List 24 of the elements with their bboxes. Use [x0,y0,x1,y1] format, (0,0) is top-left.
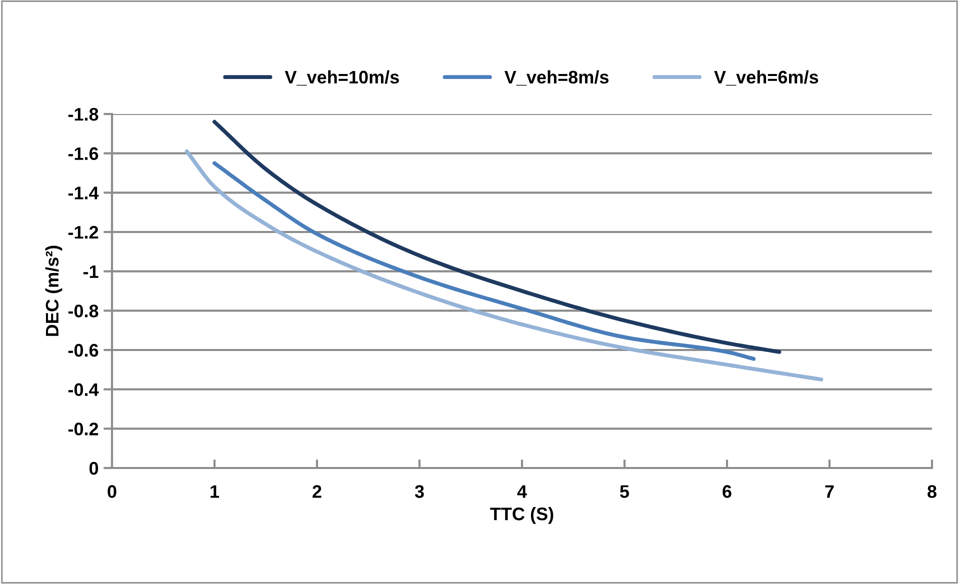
y-tick-label: -0.2 [68,422,98,436]
legend-label: V_veh=8m/s [504,70,609,86]
x-tick-label: 4 [517,485,527,498]
x-tick-label: 1 [210,485,220,498]
x-axis-title: TTC (S) [490,507,554,524]
x-tick-label: 7 [825,485,834,498]
y-tick-label: -0.8 [68,304,98,318]
y-tick-label: -1 [83,265,98,278]
y-tick-label: -1.4 [68,186,99,200]
x-tick-label: 8 [928,485,936,498]
x-tick-label: 2 [312,485,322,498]
y-tick-label: -1.6 [68,147,98,160]
x-tick-label: 0 [108,485,116,498]
legend-label: V_veh=10m/s [284,70,399,86]
x-tick-label: 6 [722,485,732,498]
y-axis-title: DEC (m/s²) [45,246,62,336]
y-tick-label: 0 [89,462,98,475]
x-tick-label: 5 [620,485,630,498]
y-tick-label: -0.4 [68,383,99,396]
legend-label: V_veh=6m/s [714,70,818,86]
y-tick-label: -0.6 [68,344,98,357]
y-tick-label: -1.8 [68,108,98,121]
y-tick-label: -1.2 [68,226,98,239]
x-tick-label: 3 [414,485,424,498]
